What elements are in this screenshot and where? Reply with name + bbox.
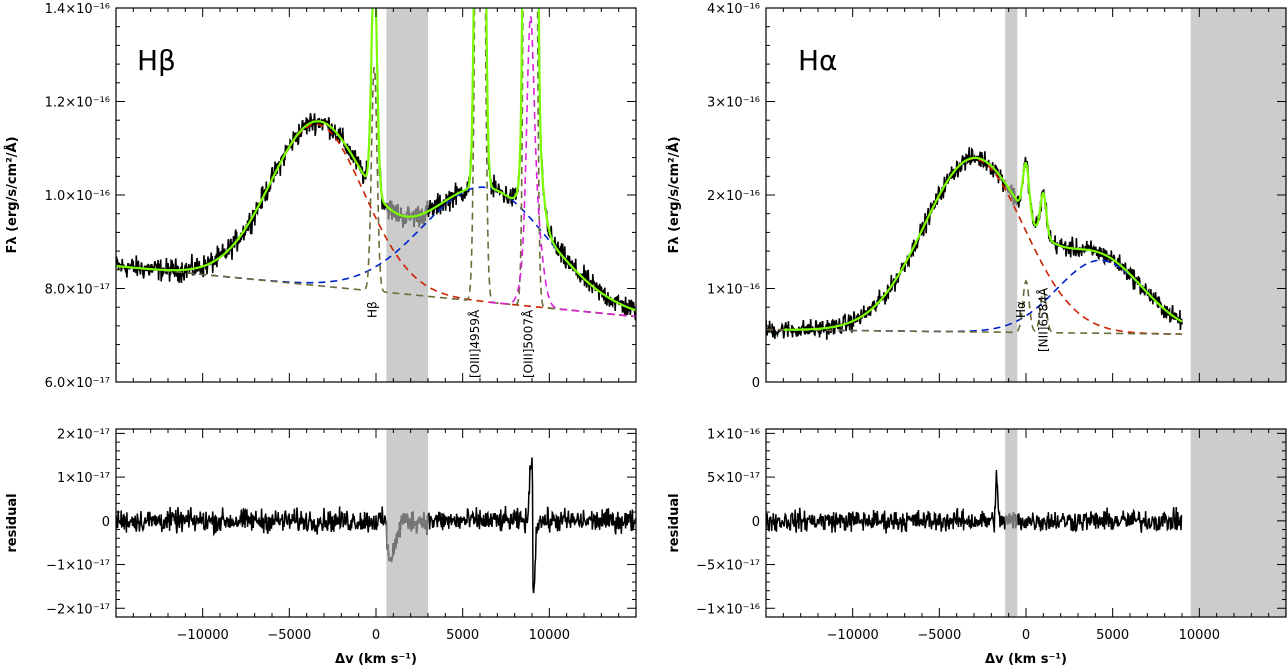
halpha-residual-panel: −10000 −5000 0 5000 10000 −1×10⁻¹⁶ −5×10⁻¹⁷ 0 5×… <box>667 427 1287 667</box>
masked-region <box>1190 429 1286 617</box>
y-tick-label: 1.0×10⁻¹⁶ <box>45 189 110 204</box>
broad-component-1-line <box>766 158 1182 335</box>
masked-residual-line <box>1004 512 1018 529</box>
line-annotation: [OIII]4959Å <box>467 309 482 378</box>
y-tick-label: 0 <box>752 376 760 391</box>
y-tick-label: 4×10⁻¹⁶ <box>707 2 760 17</box>
y-tick-label: 1×10⁻¹⁶ <box>707 427 760 442</box>
x-tick-label: 5000 <box>1096 628 1129 643</box>
halpha-series <box>766 147 1183 340</box>
y-tick-label: 1×10⁻¹⁷ <box>57 471 110 486</box>
line-annotation: Hα <box>1014 301 1028 318</box>
y-tick-label: 3×10⁻¹⁶ <box>707 96 760 111</box>
residual-line <box>116 457 636 594</box>
y-tick-label: −2×10⁻¹⁷ <box>46 602 110 617</box>
y-tick-label: 8.0×10⁻¹⁷ <box>45 283 110 298</box>
y-axis-label: Fλ (erg/s/cm²/Å) <box>666 136 682 253</box>
residual-line <box>766 469 1183 534</box>
line-annotation: [NII]6584Å <box>1035 287 1050 352</box>
y-axis-label: residual <box>5 493 20 552</box>
y-tick-label: 5×10⁻¹⁷ <box>707 471 760 486</box>
line-annotation: Hβ <box>366 301 380 318</box>
continuum-narrow-line <box>766 279 1182 335</box>
y-tick-label: 2×10⁻¹⁶ <box>707 189 760 204</box>
masked-region <box>386 8 428 382</box>
broad-component-1-line <box>116 123 636 318</box>
x-tick-label: 0 <box>1022 628 1030 643</box>
broad-component-2-line <box>766 259 1183 333</box>
panel-title: Hα <box>798 44 838 77</box>
x-tick-label: −5000 <box>267 628 311 643</box>
line-annotation: [OIII]5007Å <box>521 309 536 378</box>
y-tick-label: −1×10⁻¹⁶ <box>696 602 760 617</box>
halpha-residual-series <box>766 469 1183 534</box>
halpha-spectrum-panel: 0 1×10⁻¹⁶ 2×10⁻¹⁶ 3×10⁻¹⁶ 4×10⁻¹⁶ Fλ (erg/s/c… <box>666 2 1287 391</box>
panel-title: Hβ <box>137 44 176 77</box>
y-axis-label: Fλ (erg/s/cm²/Å) <box>4 136 20 253</box>
observed-spectrum-line <box>766 147 1183 340</box>
y-tick-label: −5×10⁻¹⁷ <box>696 559 760 574</box>
total-fit-line <box>116 8 636 312</box>
plot-frame <box>115 7 637 383</box>
masked-residual-line <box>385 511 429 563</box>
y-tick-label: 1×10⁻¹⁶ <box>707 283 760 298</box>
continuum-narrow-line <box>116 8 636 318</box>
x-axis-label: Δv (km s⁻¹) <box>985 652 1067 667</box>
y-tick-label: −1×10⁻¹⁷ <box>46 559 110 574</box>
hbeta-spectrum-panel: 6.0×10⁻¹⁷ 8.0×10⁻¹⁷ 1.0×10⁻¹⁶ 1.2×10⁻¹⁶ 1.4×… <box>4 2 637 391</box>
masked-region <box>1005 429 1018 617</box>
x-axis-label: Δv (km s⁻¹) <box>335 652 417 667</box>
hbeta-residual-panel: −10000 −5000 0 5000 10000 −2×10⁻¹⁷ −1×10⁻¹⁷ 0 1×… <box>5 427 637 667</box>
masked-region <box>1190 8 1286 382</box>
x-tick-label: 0 <box>372 628 380 643</box>
x-tick-label: −10000 <box>827 628 879 643</box>
y-tick-label: 2×10⁻¹⁷ <box>57 427 110 442</box>
y-tick-label: 0 <box>752 515 760 530</box>
x-tick-label: 10000 <box>529 628 570 643</box>
hbeta-residual-series <box>116 457 636 594</box>
y-tick-label: 1.2×10⁻¹⁶ <box>45 96 110 111</box>
y-axis-label: residual <box>667 493 682 552</box>
total-fit-line <box>783 156 1183 331</box>
x-tick-label: −10000 <box>177 628 229 643</box>
x-tick-label: 10000 <box>1179 628 1220 643</box>
y-tick-label: 6.0×10⁻¹⁷ <box>45 376 110 391</box>
x-tick-label: −5000 <box>917 628 961 643</box>
y-tick-label: 0 <box>102 515 110 530</box>
y-tick-label: 1.4×10⁻¹⁶ <box>45 2 110 17</box>
oiii-wing-line <box>488 13 636 318</box>
x-tick-label: 5000 <box>446 628 479 643</box>
hbeta-series <box>116 8 636 321</box>
